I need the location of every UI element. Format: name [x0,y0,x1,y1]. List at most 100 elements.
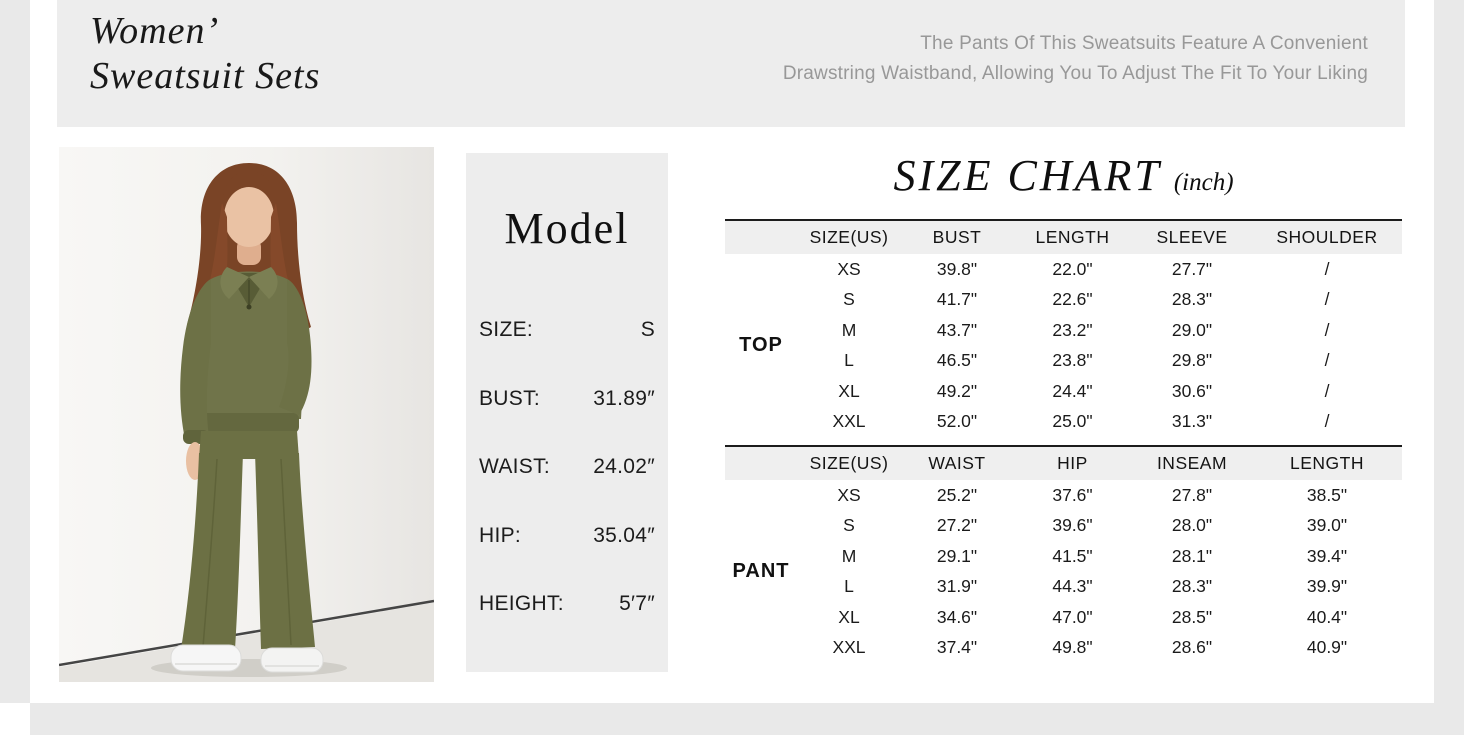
sweatshirt [193,271,305,419]
bottom-frame-band [30,703,1464,735]
table-cell: L [844,350,854,371]
table-cell: 23.8" [1052,350,1093,371]
table-cell: 29.0" [1171,319,1213,340]
table-cell: 23.2" [1052,319,1093,340]
spec-label: BUST: [479,387,541,410]
spec-label: SIZE: [479,318,534,341]
spec-label: WAIST: [479,455,551,478]
table-cell: / [1324,258,1330,279]
table-cell: S [843,515,855,536]
table-cell: 40.9" [1306,637,1348,658]
table-cell: 49.2" [936,380,978,401]
table-cell: 37.6" [1052,484,1093,505]
table-row: XL 34.6" 47.0" 28.5" 40.4" [797,602,1402,633]
spec-row-height: HEIGHT: 5′7″ [479,592,655,616]
table-cell: 41.5" [1052,545,1093,566]
column-header-size: SIZE(US) [809,227,889,247]
table-cell: L [844,576,854,597]
table-cell: 28.0" [1171,515,1213,536]
face [224,187,274,247]
table-row: XXL 37.4" 49.8" 28.6" 40.9" [797,633,1402,664]
table-cell: XS [837,484,861,505]
pant-crease-right [280,458,292,646]
table-row: XL 49.2" 24.4" 30.6" / [797,376,1402,407]
group-label-pant: PANT [732,560,790,582]
table-cell: / [1324,289,1330,310]
hair-fringe [222,171,276,211]
table-cell: XL [838,606,860,627]
table-row: M 43.7" 23.2" 29.0" / [797,315,1402,346]
model-figure [170,163,324,673]
spec-row-size: SIZE: S [479,318,655,342]
collar-left [220,267,249,299]
table-cell: 27.7" [1171,258,1213,279]
page-title-line2: Sweatsuit Sets [90,55,321,97]
table-cell: 27.2" [936,515,978,536]
table-cell: M [841,545,857,566]
table-cell: XS [837,258,861,279]
table-cell: 47.0" [1052,606,1093,627]
spec-value: S [640,318,655,341]
spec-row-bust: BUST: 31.89″ [479,387,655,411]
table-cell: XXL [832,637,866,658]
sneaker-left [170,644,242,672]
sleeve-left [180,279,211,439]
table-cell: 28.1" [1171,545,1213,566]
size-chart-pant-section: SIZE(US) WAIST HIP INSEAM LENGTH PANT XS… [725,445,1402,663]
page-title-line1: Women’ [90,10,220,52]
hem-band [199,413,299,433]
zipper-pull [246,304,252,310]
floor [59,603,434,682]
table-cell: 49.8" [1052,637,1093,658]
table-cell: / [1324,411,1330,432]
collar-right [249,267,278,299]
table-rows-top: XS 39.8" 22.0" 27.7" / S 41.7" 22.6" 28.3" / M 43.7… [797,254,1402,437]
table-cell: 27.8" [1171,484,1213,505]
product-description: The Pants Of This Sweatsuits Feature A C… [783,29,1368,89]
table-body-top: TOP XS 39.8" 22.0" 27.7" / S 41.7" 22.6" 28.3" / M… [725,254,1402,437]
column-header-hip: HIP [1057,453,1088,473]
table-row: XS 39.8" 22.0" 27.7" / [797,254,1402,285]
column-header-size: SIZE(US) [809,453,889,473]
table-cell: 28.5" [1171,606,1213,627]
table-cell: 24.4" [1052,380,1093,401]
size-chart-title-text: SIZE CHART [893,151,1162,200]
page-title: Women’ Sweatsuit Sets [90,9,320,99]
table-cell: 39.6" [1052,515,1093,536]
table-cell: 39.0" [1306,515,1348,536]
spec-value: 31.89″ [593,387,655,410]
table-header-row-pant: SIZE(US) WAIST HIP INSEAM LENGTH [725,445,1402,480]
column-header-length: LENGTH [1290,453,1364,473]
table-cell: 30.6" [1171,380,1213,401]
size-chart: SIZE CHART (inch) SIZE(US) BUST LENGTH S… [725,150,1402,663]
table-cell: 22.0" [1052,258,1093,279]
table-cell: S [843,289,855,310]
left-frame-strip [0,0,30,703]
table-cell: 28.6" [1171,637,1213,658]
table-cell: M [841,319,857,340]
column-header-shoulder: SHOULDER [1276,227,1378,247]
sneaker-right [260,647,324,673]
table-cell: 43.7" [936,319,978,340]
table-body-pant: PANT XS 25.2" 37.6" 27.8" 38.5" S 27.2" 39.6" 28… [725,480,1402,663]
table-cell: 38.5" [1306,484,1348,505]
model-panel-title: Model [504,204,630,253]
table-cell: / [1324,380,1330,401]
group-label-top: TOP [739,334,783,356]
pant-leg-left [181,453,243,649]
column-header-inseam: INSEAM [1156,453,1228,473]
model-illustration [59,147,434,682]
table-cell: 39.4" [1306,545,1348,566]
table-cell: 31.3" [1171,411,1213,432]
model-info-panel: Model SIZE: S BUST: 31.89″ WAIST: 24.02″… [466,153,668,672]
table-cell: 25.0" [1052,411,1093,432]
column-header-bust: BUST [932,227,982,247]
table-cell: XL [838,380,860,401]
spec-label: HIP: [479,524,522,547]
table-cell: 28.3" [1171,289,1213,310]
table-row: L 46.5" 23.8" 29.8" / [797,346,1402,377]
table-header-row-top: SIZE(US) BUST LENGTH SLEEVE SHOULDER [725,219,1402,254]
sleeve-right [279,279,312,415]
table-cell: 41.7" [936,289,978,310]
